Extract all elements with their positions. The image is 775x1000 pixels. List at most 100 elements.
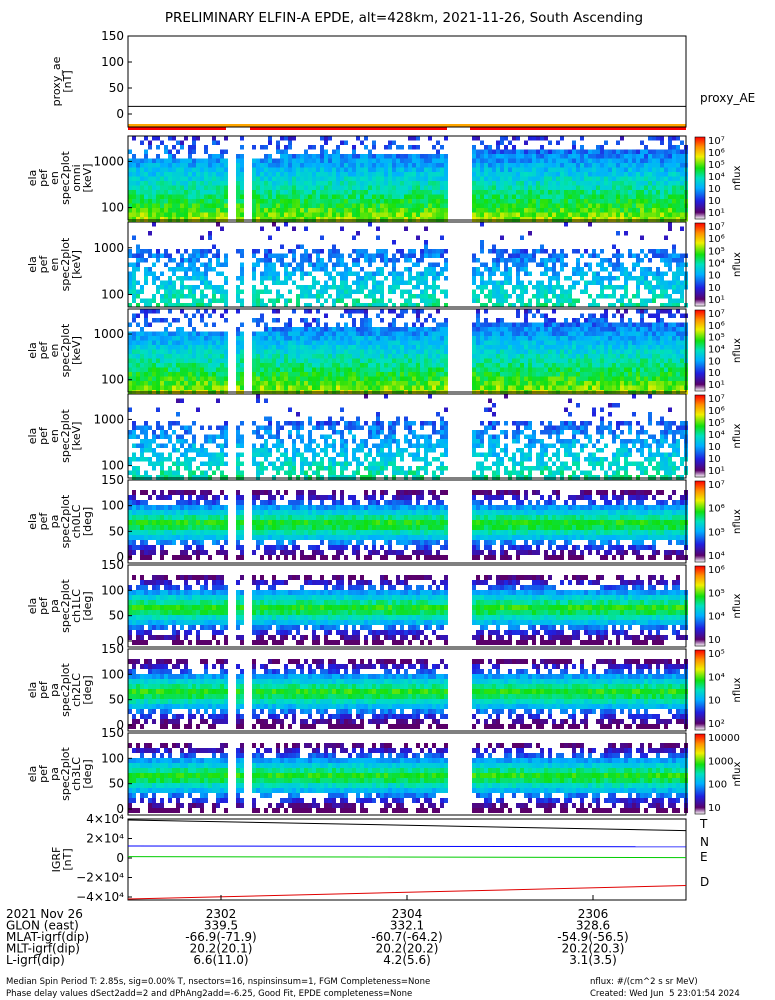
- heatmap-cell: [668, 267, 672, 272]
- heatmap-cell: [164, 263, 168, 268]
- heatmap-cell: [552, 285, 556, 290]
- heatmap-cell: [216, 354, 220, 359]
- heatmap-cell: [336, 341, 340, 346]
- heatmap-cell: [640, 172, 644, 177]
- heatmap-cell: [504, 168, 508, 173]
- heatmap-cell: [284, 272, 288, 277]
- heatmap-cell: [328, 381, 332, 386]
- heatmap-cell: [612, 208, 616, 213]
- heatmap-cell: [252, 213, 256, 218]
- heatmap-cell: [212, 363, 216, 368]
- heatmap-cell: [316, 368, 320, 373]
- heatmap-cell: [340, 350, 344, 355]
- heatmap-cell: [344, 213, 348, 218]
- heatmap-cell: [580, 213, 584, 218]
- heatmap-cell: [624, 186, 628, 191]
- heatmap-cell: [592, 254, 596, 259]
- heatmap-cell: [224, 199, 228, 204]
- heatmap-cell: [568, 150, 572, 155]
- heatmap-cell: [288, 345, 292, 350]
- heatmap-cell: [504, 363, 508, 368]
- heatmap-cell: [152, 377, 156, 382]
- heatmap-cell: [536, 281, 540, 286]
- heatmap-cell: [204, 332, 208, 337]
- heatmap-cell: [644, 154, 648, 159]
- heatmap-cell: [428, 267, 432, 272]
- heatmap-cell: [364, 272, 368, 277]
- heatmap-cell: [516, 258, 520, 263]
- colorbar-tick-label: 10¹: [708, 295, 725, 306]
- heatmap-cell: [420, 217, 424, 222]
- heatmap-cell: [388, 386, 392, 391]
- heatmap-cell: [504, 381, 508, 386]
- heatmap-cell: [164, 372, 168, 377]
- heatmap-cell: [440, 372, 444, 377]
- heatmap-cell: [400, 195, 404, 200]
- heatmap-cell: [632, 267, 636, 272]
- heatmap-cell: [580, 163, 584, 168]
- heatmap-cell: [140, 186, 144, 191]
- heatmap-cell: [240, 290, 244, 295]
- heatmap-cell: [412, 372, 416, 377]
- heatmap-cell: [488, 150, 492, 155]
- heatmap-cell: [392, 309, 396, 314]
- heatmap-cell: [516, 323, 520, 328]
- heatmap-cell: [268, 186, 272, 191]
- heatmap-cell: [444, 345, 448, 350]
- heatmap-cell: [492, 372, 496, 377]
- heatmap-cell: [292, 258, 296, 263]
- heatmap-cell: [192, 163, 196, 168]
- heatmap-cell: [424, 359, 428, 364]
- heatmap-cell: [436, 217, 440, 222]
- heatmap-cell: [284, 354, 288, 359]
- heatmap-cell: [520, 249, 524, 254]
- heatmap-cell: [256, 368, 260, 373]
- heatmap-cell: [540, 150, 544, 155]
- heatmap-cell: [256, 359, 260, 364]
- heatmap-cell: [196, 208, 200, 213]
- heatmap-cell: [308, 186, 312, 191]
- heatmap-cell: [612, 199, 616, 204]
- heatmap-cell: [236, 350, 240, 355]
- heatmap-cell: [508, 177, 512, 182]
- heatmap-cell: [568, 323, 572, 328]
- heatmap-cell: [240, 336, 244, 341]
- heatmap-cell: [608, 208, 612, 213]
- heatmap-cell: [488, 290, 492, 295]
- heatmap-cell: [396, 354, 400, 359]
- heatmap-cell: [528, 272, 532, 277]
- heatmap-cell: [152, 294, 156, 299]
- heatmap-cell: [408, 368, 412, 373]
- heatmap-cell: [400, 350, 404, 355]
- heatmap-cell: [172, 190, 176, 195]
- heatmap-cell: [588, 217, 592, 222]
- heatmap-cell: [480, 327, 484, 332]
- heatmap-cell: [376, 327, 380, 332]
- heatmap-cell: [624, 276, 628, 281]
- heatmap-cell: [436, 208, 440, 213]
- heatmap-cell: [404, 227, 408, 232]
- heatmap-cell: [316, 208, 320, 213]
- heatmap-cell: [408, 154, 412, 159]
- heatmap-cell: [156, 254, 160, 259]
- heatmap-cell: [336, 204, 340, 209]
- heatmap-cell: [200, 168, 204, 173]
- heatmap-cell: [488, 299, 492, 304]
- heatmap-cell: [504, 172, 508, 177]
- heatmap-cell: [504, 217, 508, 222]
- heatmap-cell: [552, 354, 556, 359]
- heatmap-cell: [236, 285, 240, 290]
- heatmap-cell: [240, 372, 244, 377]
- heatmap-cell: [436, 381, 440, 386]
- heatmap-cell: [612, 213, 616, 218]
- heatmap-cell: [400, 181, 404, 186]
- heatmap-cell: [376, 354, 380, 359]
- heatmap-cell: [368, 172, 372, 177]
- heatmap-cell: [164, 294, 168, 299]
- heatmap-cell: [620, 195, 624, 200]
- heatmap-cell: [516, 281, 520, 286]
- heatmap-cell: [224, 263, 228, 268]
- heatmap-cell: [592, 150, 596, 155]
- heatmap-cell: [364, 190, 368, 195]
- heatmap-cell: [652, 136, 656, 141]
